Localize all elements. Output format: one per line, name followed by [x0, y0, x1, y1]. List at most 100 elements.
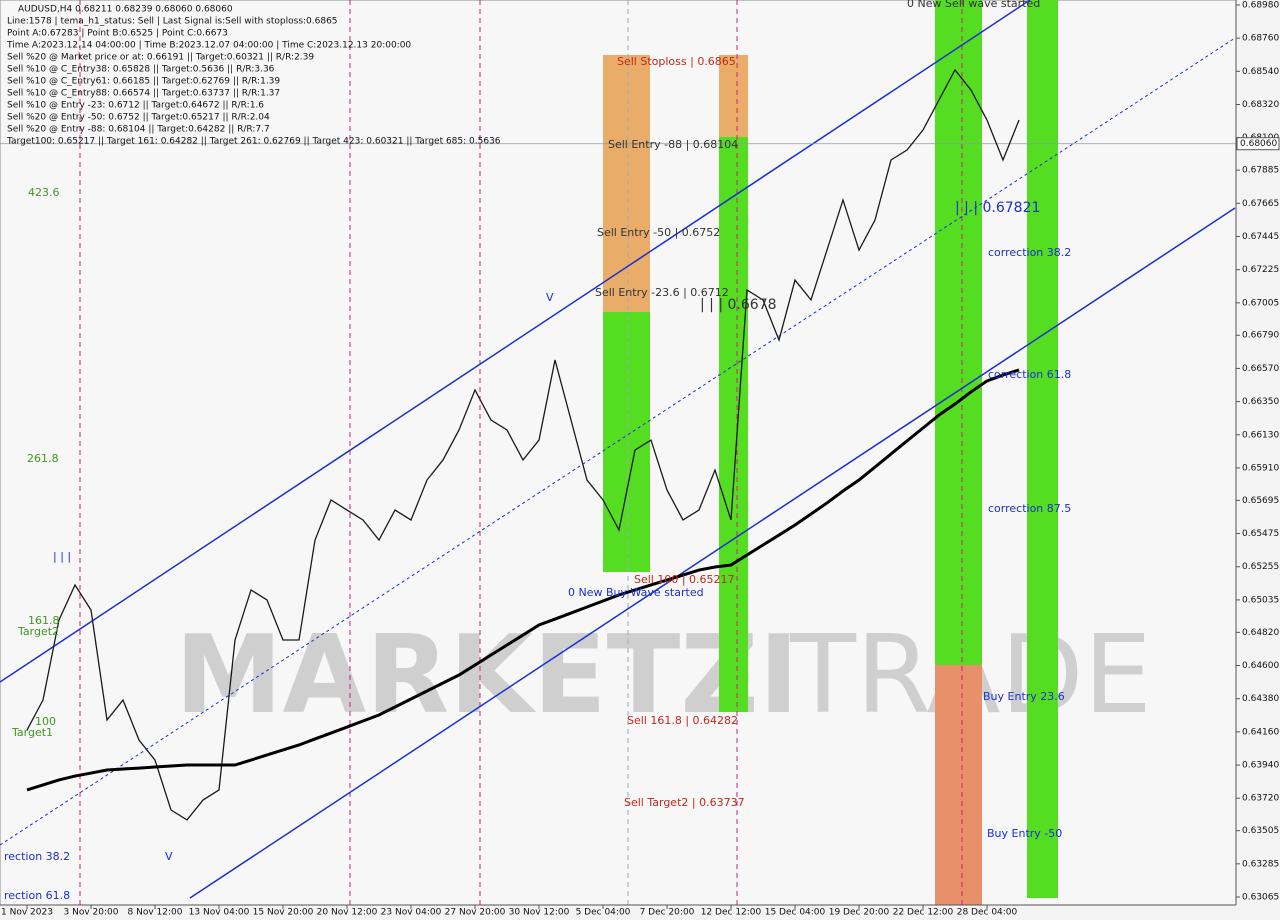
series-layer	[26, 68, 1020, 821]
x-tick-label: 12 Dec 12:00	[701, 908, 762, 918]
x-tick-label: 15 Nov 20:00	[253, 908, 314, 918]
annotation: correction 38.2	[988, 246, 1071, 259]
x-tick-label: 28 Dec 04:00	[957, 908, 1018, 918]
y-tick-label: 0.65475	[1242, 529, 1279, 539]
annotation: 100	[35, 715, 56, 728]
annotation: Sell Entry -23.6 | 0.6712	[595, 286, 729, 299]
info-line: Sell %10 @ C_Entry38: 0.65828 || Target:…	[7, 65, 275, 75]
annotation: 261.8	[27, 452, 59, 465]
x-tick-label: 20 Nov 12:00	[317, 908, 378, 918]
channel	[0, 0, 1236, 899]
annotation: V	[165, 850, 173, 863]
annotation: Sell 161.8 | 0.64282	[627, 714, 738, 727]
y-tick-label: 0.64600	[1242, 661, 1279, 671]
info-line: Line:1578 | tema_h1_status: Sell | Last …	[7, 17, 338, 27]
y-tick-label: 0.63065	[1242, 893, 1279, 903]
current-price-label: 0.68060	[1240, 139, 1277, 149]
annotation: 0 New Buy Wave started	[568, 586, 704, 599]
x-tick-label: 30 Nov 12:00	[509, 908, 570, 918]
y-tick-label: 0.66570	[1242, 364, 1279, 374]
y-tick-label: 0.64160	[1242, 727, 1279, 737]
annotation: Target2	[17, 625, 59, 638]
y-tick-label: 0.68320	[1242, 100, 1279, 110]
x-tick-label: 8 Nov 12:00	[128, 908, 183, 918]
y-axis-area	[1236, 0, 1280, 920]
info-line: Sell %10 @ C_Entry88: 0.66574 || Target:…	[7, 89, 280, 99]
buy-zone	[1027, 0, 1058, 898]
price-line	[26, 368, 1020, 792]
annotation: Sell Entry -88 | 0.68104	[608, 138, 738, 151]
x-tick-label: 15 Dec 04:00	[765, 908, 826, 918]
annotation: Sell Entry -50 | 0.6752	[597, 226, 720, 239]
annotation: | | | 0.6678	[700, 297, 777, 313]
watermark-text: MARKETZI	[175, 613, 799, 738]
x-tick-label: 5 Dec 04:00	[576, 908, 631, 918]
buy-zone	[935, 0, 982, 665]
x-tick-label: 23 Nov 04:00	[381, 908, 442, 918]
x-tick-label: 7 Dec 20:00	[640, 908, 695, 918]
sell-zone	[935, 665, 982, 905]
annotation: 161.8	[28, 614, 60, 627]
channel-line	[189, 207, 1236, 899]
annotation: Sell 100 | 0.65217	[634, 573, 735, 586]
info-line: Target100: 0.65217 || Target 161: 0.6428…	[6, 137, 501, 147]
y-tick-label: 0.65695	[1242, 496, 1279, 506]
annotation: correction 61.8	[988, 368, 1071, 381]
annotation: correction 87.5	[988, 502, 1071, 515]
y-tick-label: 0.67225	[1242, 265, 1279, 275]
y-tick-label: 0.65255	[1242, 562, 1279, 572]
y-tick-label: 0.67885	[1242, 166, 1279, 176]
y-tick-label: 0.68540	[1242, 67, 1279, 77]
x-tick-label: 22 Dec 12:00	[893, 908, 954, 918]
x-tick-label: 3 Nov 20:00	[64, 908, 119, 918]
y-tick-label: 0.65035	[1242, 595, 1279, 605]
info-line: Sell %10 @ C_Entry61: 0.66185 || Target:…	[7, 77, 280, 87]
session-lines	[79, 0, 963, 905]
y-tick-label: 0.63940	[1242, 761, 1279, 771]
buy-zone	[603, 312, 650, 572]
annotation: 0 New Sell wave started	[907, 0, 1040, 10]
price-line	[26, 68, 1020, 821]
annotation: Sell Stoploss | 0.6865	[617, 55, 736, 68]
y-tick-label: 0.66790	[1242, 331, 1279, 341]
y-tick-label: 0.63720	[1242, 794, 1279, 804]
y-tick-label: 0.68980	[1242, 0, 1279, 10]
y-tick-label: 0.64380	[1242, 694, 1279, 704]
annotation: rection 38.2	[4, 850, 70, 863]
sell-zone	[719, 55, 748, 137]
y-tick-label: 0.68760	[1242, 34, 1279, 44]
sell-zone	[603, 55, 650, 312]
annotation: 423.6	[28, 186, 60, 199]
y-tick-label: 0.67005	[1242, 298, 1279, 308]
info-line: Sell %20 @ Entry -50: 0.6752 || Target:0…	[7, 113, 270, 123]
annotation: Target1	[11, 726, 53, 739]
info-line: Sell %20 @ Entry -88: 0.68104 || Target:…	[7, 125, 270, 135]
annotations: Sell Stoploss | 0.6865 Sell Entry -88 | …	[4, 0, 1071, 902]
x-tick-label: 13 Nov 04:00	[189, 908, 250, 918]
channel-line	[0, 0, 1031, 683]
info-line: Sell %10 @ Entry -23: 0.6712 || Target:0…	[7, 101, 264, 111]
y-tick-label: 0.64820	[1242, 628, 1279, 638]
y-tick-label: 0.67665	[1242, 199, 1279, 209]
y-tick-label: 0.63505	[1242, 826, 1279, 836]
x-tick-label: 27 Nov 20:00	[445, 908, 506, 918]
info-panel: AUDUSD,H4 0.68211 0.68239 0.68060 0.6806…	[6, 5, 501, 147]
info-title: AUDUSD,H4 0.68211 0.68239 0.68060 0.6806…	[18, 5, 233, 15]
x-tick-label: 19 Dec 20:00	[829, 908, 890, 918]
annotation: | | | 0.67821	[955, 200, 1040, 216]
annotation: Buy Entry -50	[987, 827, 1062, 840]
y-tick-label: 0.66130	[1242, 430, 1279, 440]
annotation: V	[546, 291, 554, 304]
y-tick-label: 0.67445	[1242, 232, 1279, 242]
info-line: Sell %20 @ Market price or at: 0.66191 |…	[7, 53, 314, 63]
zones	[603, 0, 1058, 905]
y-tick-label: 0.63285	[1242, 859, 1279, 869]
annotation: rection 61.8	[4, 889, 70, 902]
annotation: Buy Entry 23.6	[983, 690, 1065, 703]
info-line: Point A:0.67283 | Point B:0.6525 | Point…	[7, 29, 228, 39]
annotation: Sell Target2 | 0.63737	[624, 796, 745, 809]
current-price-box	[1236, 137, 1280, 151]
x-tick-label: 1 Nov 2023	[1, 908, 53, 918]
